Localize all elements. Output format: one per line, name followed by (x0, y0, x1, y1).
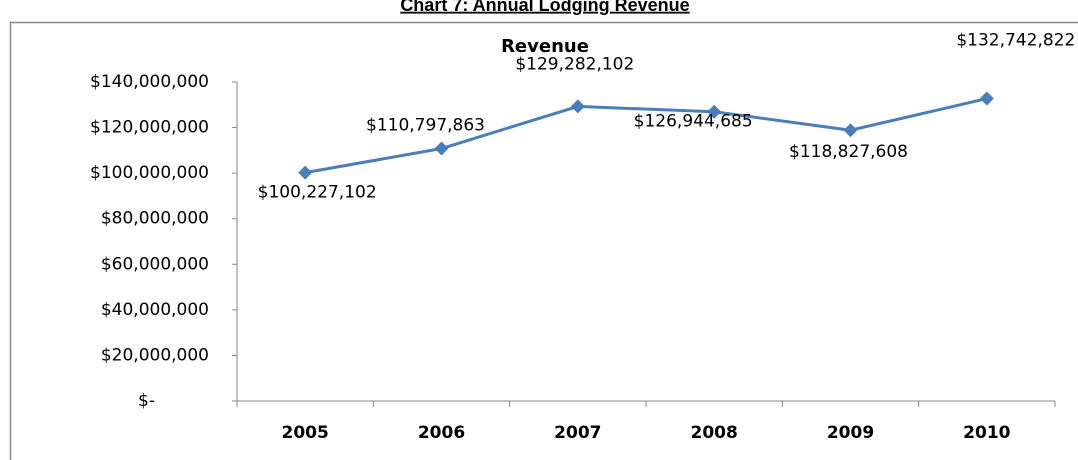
x-tick-label: 2006 (418, 423, 465, 443)
marker (979, 91, 994, 106)
x-tick-label: 2008 (691, 423, 738, 443)
marker (843, 123, 858, 138)
y-tick-label: $60,000,000 (101, 254, 209, 274)
data-label: $118,827,608 (789, 142, 908, 162)
marker (570, 99, 585, 114)
chart-title: Revenue (501, 36, 589, 57)
series-line (304, 97, 988, 175)
x-tick-label: 2007 (554, 423, 601, 443)
data-label: $126,944,685 (634, 112, 753, 132)
y-tick-label: $80,000,000 (101, 209, 209, 229)
data-label: $132,742,822 (956, 31, 1075, 51)
y-tick-label: $40,000,000 (101, 300, 209, 320)
x-tick-label: 2010 (963, 423, 1010, 443)
x-tick-label: 2009 (827, 423, 874, 443)
y-tick-label: $100,000,000 (90, 163, 209, 183)
data-label: $110,797,863 (366, 116, 485, 136)
marker (434, 141, 449, 156)
data-label: $100,227,102 (258, 183, 377, 203)
marker (707, 104, 722, 119)
y-tick-label: $20,000,000 (101, 345, 209, 365)
y-tick-label: $- (138, 391, 155, 411)
data-label: $129,282,102 (515, 54, 634, 74)
document-title: Chart 7: Annual Lodging Revenue (400, 0, 689, 15)
x-tick-label: 2005 (282, 423, 329, 443)
marker (298, 165, 313, 180)
y-tick-label: $120,000,000 (90, 118, 209, 138)
y-tick-label: $140,000,000 (90, 72, 209, 92)
chart-border (9, 21, 1078, 460)
